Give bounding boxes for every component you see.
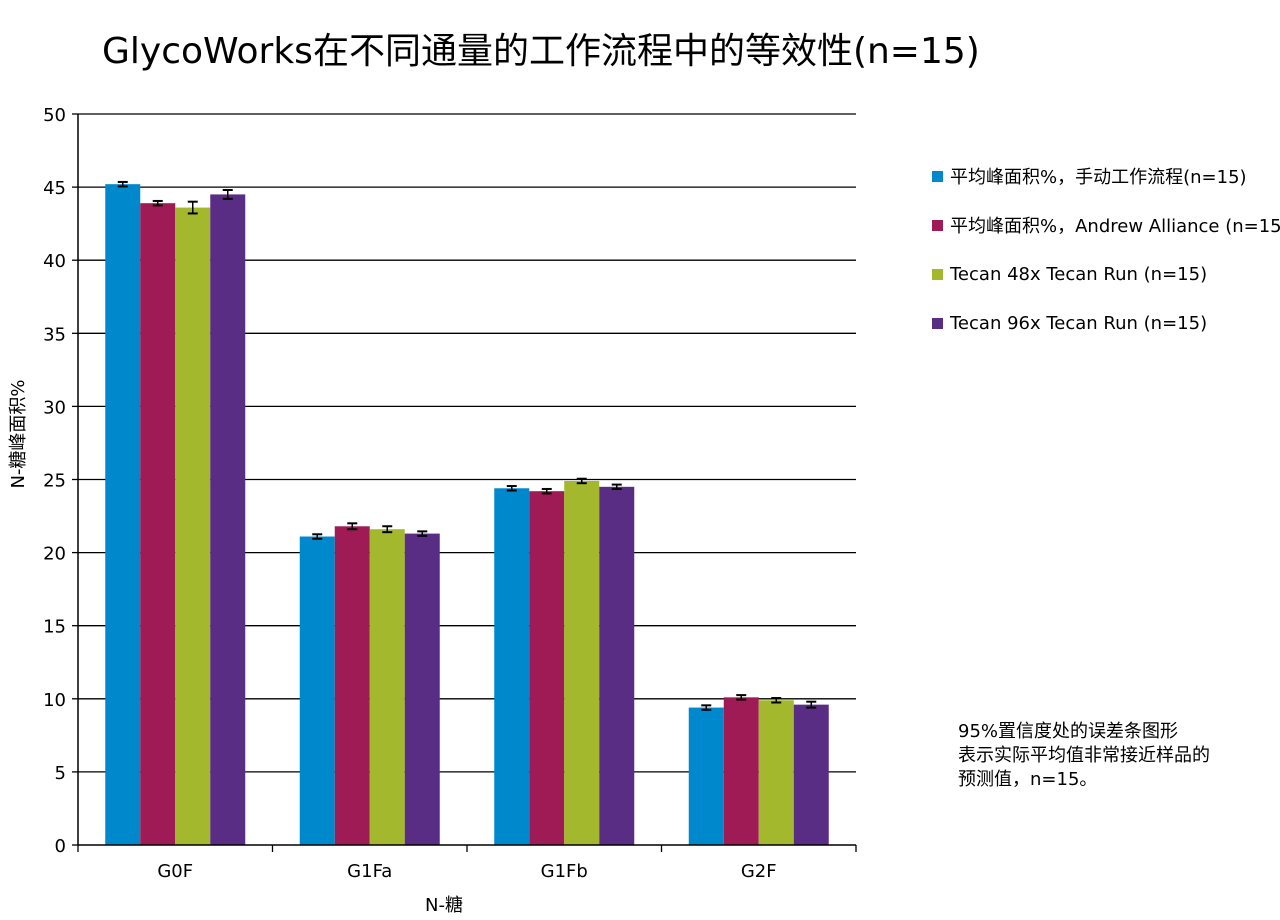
legend-swatch	[932, 317, 943, 329]
bar	[175, 207, 211, 845]
y-tick-label: 20	[43, 544, 66, 565]
y-tick-label: 40	[43, 251, 66, 272]
bar	[793, 704, 829, 845]
y-tick-label: 50	[43, 105, 66, 126]
axes	[72, 113, 857, 852]
x-tick-label: G1Fa	[347, 861, 392, 882]
bar	[758, 700, 794, 845]
y-axis-label: N-糖峰面积%	[8, 379, 29, 488]
y-tick-label: 0	[55, 836, 66, 857]
bar	[105, 184, 141, 845]
bar	[210, 194, 246, 845]
y-tick-label: 10	[43, 690, 66, 711]
x-tick-label: G1Fb	[541, 861, 588, 882]
legend-swatch	[932, 170, 943, 182]
error-bar-note: 95%置信度处的误差条图形 表示实际平均值非常接近样品的 预测值，n=15。	[958, 720, 1268, 792]
bar	[688, 707, 724, 845]
legend-item-manual: 平均峰面积%，手动工作流程(n=15)	[932, 164, 1280, 188]
chart-title: GlycoWorks在不同通量的工作流程中的等效性(n=15)	[102, 31, 980, 72]
legend-swatch	[932, 219, 943, 231]
bars	[105, 180, 829, 845]
legend-item-tecan48: Tecan 48x Tecan Run (n=15)	[932, 262, 1280, 286]
x-tick-labels: G0F G1Fa G1Fb G2F	[157, 861, 776, 882]
y-tick-labels: 0 5 10 15 20 25 30 35 40 45 50	[43, 105, 66, 857]
legend-label: 平均峰面积%，手动工作流程(n=15)	[950, 167, 1247, 188]
y-tick-label: 25	[43, 471, 66, 492]
bar	[599, 486, 635, 845]
x-axis-label: N-糖	[425, 895, 463, 916]
bar	[564, 480, 600, 845]
note-line: 表示实际平均值非常接近样品的	[958, 745, 1210, 766]
legend-label: Tecan 96x Tecan Run (n=15)	[950, 312, 1208, 334]
y-tick-label: 30	[43, 397, 66, 418]
bar	[299, 536, 335, 845]
y-tick-label: 15	[43, 617, 66, 638]
y-tick-label: 35	[43, 324, 66, 345]
x-tick-label: G0F	[157, 861, 193, 882]
legend-item-tecan96: Tecan 96x Tecan Run (n=15)	[932, 311, 1280, 335]
bar	[404, 533, 440, 845]
y-tick-label: 5	[55, 763, 66, 784]
note-line: 95%置信度处的误差条图形	[958, 721, 1179, 742]
bar	[723, 697, 759, 845]
legend-label: Tecan 48x Tecan Run (n=15)	[950, 263, 1208, 285]
bar	[369, 529, 405, 845]
bar	[494, 488, 530, 845]
y-tick-label: 45	[43, 178, 66, 199]
x-tick-label: G2F	[741, 861, 777, 882]
legend-swatch	[932, 268, 943, 280]
bar	[529, 491, 565, 845]
legend-label: 平均峰面积%，Andrew Alliance (n=15)	[950, 216, 1280, 237]
note-line: 预测值，n=15。	[958, 769, 1098, 790]
bar	[140, 203, 176, 845]
legend-item-andrew: 平均峰面积%，Andrew Alliance (n=15)	[932, 213, 1280, 237]
legend: 平均峰面积%，手动工作流程(n=15) 平均峰面积%，Andrew Allian…	[932, 164, 1280, 360]
bar	[334, 526, 370, 845]
